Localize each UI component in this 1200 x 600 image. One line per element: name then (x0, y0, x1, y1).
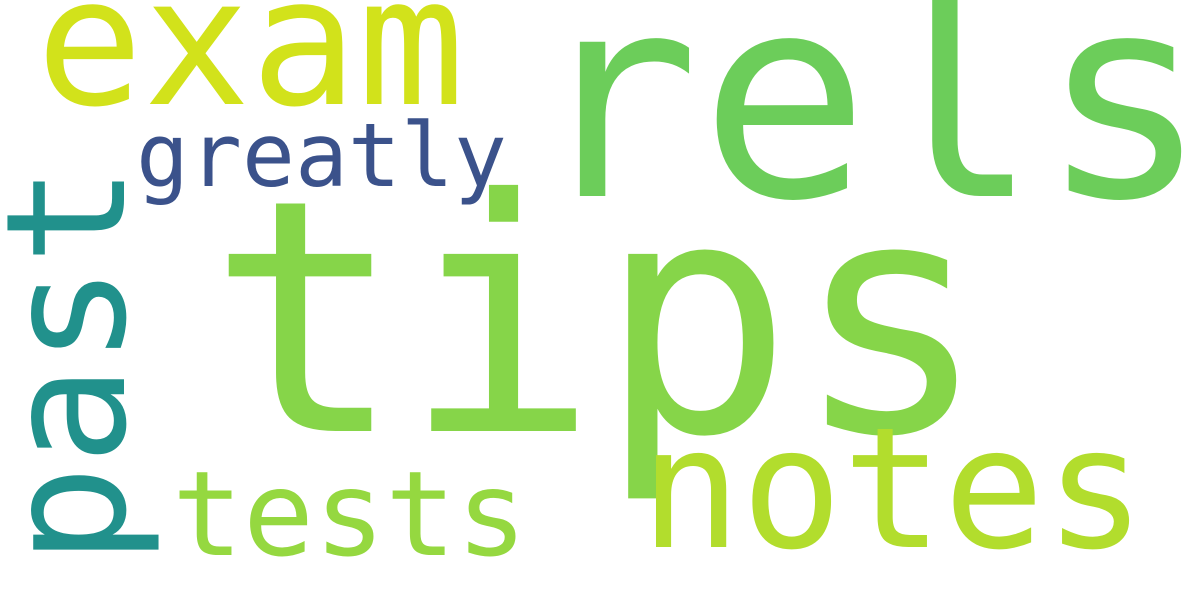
word-notes: notes (640, 391, 1146, 587)
word-rels: rels (530, 0, 1200, 263)
word-tips: tips (208, 131, 989, 508)
word-tests: tests (172, 445, 528, 583)
word-past: past (0, 165, 164, 565)
word-greatly: greatly (136, 104, 507, 207)
word-exam: exam (36, 0, 465, 146)
